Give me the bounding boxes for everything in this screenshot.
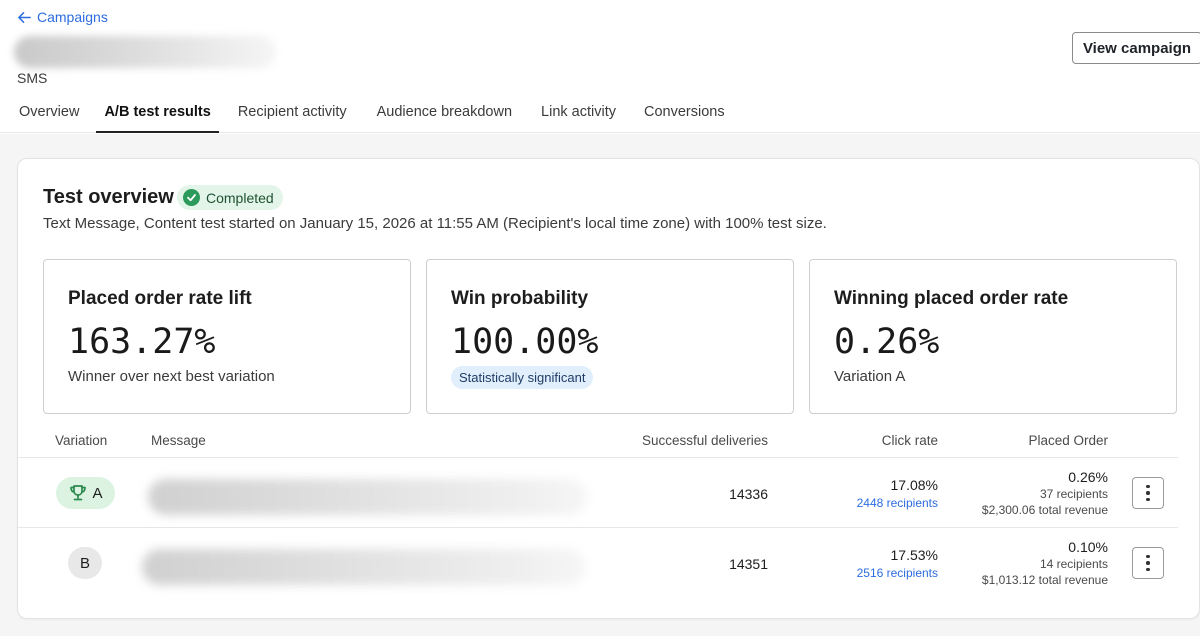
metric-value: 0.26% (834, 322, 940, 362)
placed-order-recipients: 14 recipients (1039, 557, 1108, 571)
status-badge: Completed (177, 185, 283, 210)
back-to-campaigns-link[interactable]: Campaigns (17, 9, 108, 25)
metric-card-order-rate-lift: Placed order rate lift 163.27% Winner ov… (43, 259, 411, 414)
placed-order-cell: 0.26% 37 recipients $2,300.06 total reve… (982, 469, 1108, 517)
metric-card-win-probability: Win probability 100.00% Statistically si… (426, 259, 794, 414)
placed-order-revenue: $1,013.12 total revenue (981, 573, 1108, 587)
column-header-placed-order: Placed Order (1028, 433, 1108, 448)
test-overview-card: Test overview Completed Text Message, Co… (17, 158, 1200, 619)
variation-a-chip: A (56, 477, 115, 509)
tab-link-activity[interactable]: Link activity (541, 104, 616, 120)
row-actions-button[interactable] (1132, 547, 1164, 579)
check-circle-icon (183, 189, 200, 206)
status-badge-label: Completed (206, 189, 274, 206)
tab-conversions[interactable]: Conversions (644, 104, 725, 120)
tab-audience-breakdown[interactable]: Audience breakdown (376, 104, 513, 120)
tab-bar: Overview A/B test results Recipient acti… (0, 96, 725, 133)
tab-overview[interactable]: Overview (19, 104, 80, 120)
test-description: Text Message, Content test started on Ja… (43, 215, 827, 232)
table-row: B 14351 17.53% 2516 recipients 0.10% 14 … (18, 529, 1178, 598)
message-preview-redacted (142, 549, 586, 585)
campaign-name-redacted (14, 36, 276, 68)
click-rate-cell: 17.08% 2448 recipients (857, 477, 938, 510)
metric-value: 100.00% (451, 322, 599, 362)
click-rate-cell: 17.53% 2516 recipients (857, 547, 938, 580)
metric-subtext: Variation A (834, 368, 906, 385)
tab-recipient-activity[interactable]: Recipient activity (237, 104, 347, 120)
message-preview-redacted (148, 479, 588, 515)
column-header-click-rate: Click rate (881, 433, 938, 448)
placed-order-recipients: 37 recipients (1039, 487, 1108, 501)
test-overview-title: Test overview (43, 186, 174, 208)
metric-title: Placed order rate lift (68, 288, 252, 309)
column-header-deliveries: Successful deliveries (641, 433, 768, 448)
campaign-channel: SMS (17, 70, 48, 86)
placed-order-cell: 0.10% 14 recipients $1,013.12 total reve… (982, 539, 1108, 587)
arrow-left-icon (18, 11, 31, 23)
significance-badge: Statistically significant (451, 366, 594, 389)
click-rate-value: 17.08% (890, 477, 938, 493)
click-recipients-link[interactable]: 2448 recipients (856, 496, 938, 510)
metric-subtext: Winner over next best variation (68, 368, 275, 385)
tab-ab-test-results[interactable]: A/B test results (96, 96, 220, 133)
placed-order-rate: 0.10% (1068, 539, 1108, 555)
variation-label: B (79, 554, 90, 572)
page-header: Campaigns SMS View campaign Overview A/B… (0, 0, 1200, 133)
view-campaign-button[interactable]: View campaign (1072, 32, 1200, 64)
click-rate-value: 17.53% (890, 547, 938, 563)
variation-b-chip: B (68, 547, 102, 579)
metric-title: Win probability (451, 288, 589, 309)
successful-deliveries: 14351 (729, 556, 768, 572)
table-row: A 14336 17.08% 2448 recipients 0.26% 37 … (18, 459, 1178, 528)
successful-deliveries: 14336 (729, 486, 768, 502)
click-recipients-link[interactable]: 2516 recipients (856, 566, 938, 580)
placed-order-revenue: $2,300.06 total revenue (981, 503, 1108, 517)
content-area: Test overview Completed Text Message, Co… (0, 134, 1200, 636)
results-table-header: Variation Message Successful deliveries … (18, 433, 1178, 458)
variation-label: A (92, 484, 103, 502)
metric-title: Winning placed order rate (834, 288, 1069, 309)
back-link-label[interactable]: Campaigns (37, 9, 108, 25)
row-actions-button[interactable] (1132, 477, 1164, 509)
trophy-icon (70, 485, 87, 501)
column-header-variation: Variation (55, 433, 108, 448)
column-header-message: Message (151, 433, 206, 448)
placed-order-rate: 0.26% (1068, 469, 1108, 485)
kebab-menu-icon (1146, 554, 1150, 559)
metric-value: 163.27% (68, 322, 216, 362)
kebab-menu-icon (1146, 484, 1150, 489)
metric-card-winning-order-rate: Winning placed order rate 0.26% Variatio… (809, 259, 1177, 414)
